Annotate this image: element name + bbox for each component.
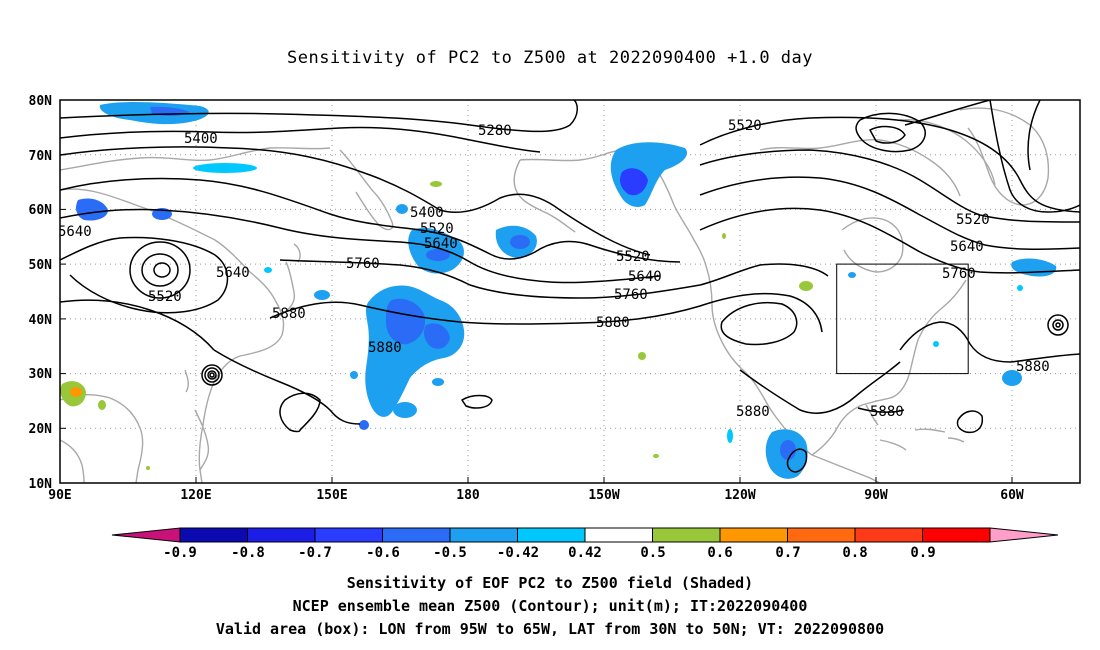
- contour-label: 5640: [424, 236, 458, 252]
- colorbar-tick: -0.7: [298, 545, 332, 561]
- lat-label: 60N: [29, 203, 53, 218]
- lat-label: 20N: [29, 422, 53, 437]
- colorbar-segment: [314, 527, 383, 543]
- lon-label: 150E: [316, 488, 347, 503]
- contour-label: 5760: [942, 266, 976, 282]
- contour-label: 5880: [596, 315, 630, 331]
- lon-label: 90E: [48, 488, 71, 503]
- lat-label: 10N: [29, 477, 53, 492]
- colorbar-tick: -0.8: [231, 545, 265, 561]
- lon-label: 60W: [1000, 488, 1024, 503]
- contour-label: 5400: [184, 131, 218, 147]
- colorbar-segment: [854, 527, 923, 543]
- contour-label: 5640: [628, 269, 662, 285]
- lon-label: 120W: [724, 488, 755, 503]
- caption-shaded: Sensitivity of EOF PC2 to Z500 field (Sh…: [346, 574, 754, 592]
- lat-label: 70N: [29, 149, 53, 164]
- colorbar-segment: [787, 527, 856, 543]
- contour-label: 5880: [870, 404, 904, 420]
- contour-labels: 5280 5400 5520 5640 5520 5640 5400 5520 …: [58, 118, 1050, 420]
- contour-label: 5880: [736, 404, 770, 420]
- contour-label: 5760: [346, 256, 380, 272]
- colorbar-segment: [652, 527, 721, 543]
- plot-frame: [59, 99, 1081, 484]
- colorbar-tick: 0.9: [910, 545, 935, 561]
- colorbar-tick: -0.9: [163, 545, 197, 561]
- latitude-labels: 80N 70N 60N 50N 40N 30N 20N 10N: [29, 94, 53, 492]
- contour-label: 5880: [368, 340, 402, 356]
- lat-label: 80N: [29, 94, 53, 109]
- colorbar-tick: -0.42: [497, 545, 539, 561]
- colorbar-segment: [179, 527, 248, 543]
- valid-area-box: [836, 263, 969, 375]
- colorbar-segment: [449, 527, 518, 543]
- contour-label: 5640: [950, 239, 984, 255]
- lat-label: 40N: [29, 313, 53, 328]
- shaded-sensitivity: [60, 102, 1057, 479]
- contour-label: 5280: [478, 123, 512, 139]
- lon-label: 120E: [180, 488, 211, 503]
- colorbar-tick: 0.42: [568, 545, 602, 561]
- caption-valid-area: Valid area (box): LON from 95W to 65W, L…: [215, 620, 885, 638]
- colorbar-triangle-right: [989, 527, 1059, 543]
- tick-marks: [60, 99, 1013, 483]
- contour-label: 5400: [410, 205, 444, 221]
- contour-label: 5640: [58, 224, 92, 240]
- colorbar-segment: [719, 527, 788, 543]
- colorbar-segment: [382, 527, 451, 543]
- contour-label: 5520: [420, 221, 454, 237]
- lon-label: 180: [456, 488, 480, 503]
- colorbar-tick: -0.5: [433, 545, 467, 561]
- colorbar-tick-labels: -0.9 -0.8 -0.7 -0.6 -0.5 -0.42 0.42 0.5 …: [163, 545, 936, 561]
- lat-label: 50N: [29, 258, 53, 273]
- contour-label: 5520: [956, 212, 990, 228]
- colorbar-tick: 0.5: [640, 545, 665, 561]
- colorbar: [111, 527, 1059, 543]
- figure-title: Sensitivity of PC2 to Z500 at 2022090400…: [286, 48, 813, 68]
- colorbar-tick: 0.7: [775, 545, 800, 561]
- contour-label: 5760: [614, 287, 648, 303]
- colorbar-tick: 0.6: [707, 545, 732, 561]
- colorbar-tick: -0.6: [366, 545, 400, 561]
- lon-label: 90W: [864, 488, 888, 503]
- contour-label: 5880: [1016, 359, 1050, 375]
- contour-label: 5640: [216, 265, 250, 281]
- colorbar-segment: [922, 527, 991, 543]
- contour-label: 5520: [148, 289, 182, 305]
- colorbar-segment: [517, 527, 586, 543]
- colorbar-tick: 0.8: [842, 545, 867, 561]
- lon-label: 150W: [588, 488, 619, 503]
- z500-contours: [60, 100, 1080, 473]
- colorbar-segment: [247, 527, 316, 543]
- colorbar-triangle-left: [111, 527, 181, 543]
- contour-label: 5520: [728, 118, 762, 134]
- contour-label: 5520: [616, 249, 650, 265]
- lat-label: 30N: [29, 367, 53, 382]
- longitude-labels: 90E 120E 150E 180 150W 120W 90W 60W: [48, 488, 1024, 503]
- contour-label: 5880: [272, 306, 306, 322]
- caption-contour: NCEP ensemble mean Z500 (Contour); unit(…: [292, 597, 808, 615]
- colorbar-segment: [584, 527, 653, 543]
